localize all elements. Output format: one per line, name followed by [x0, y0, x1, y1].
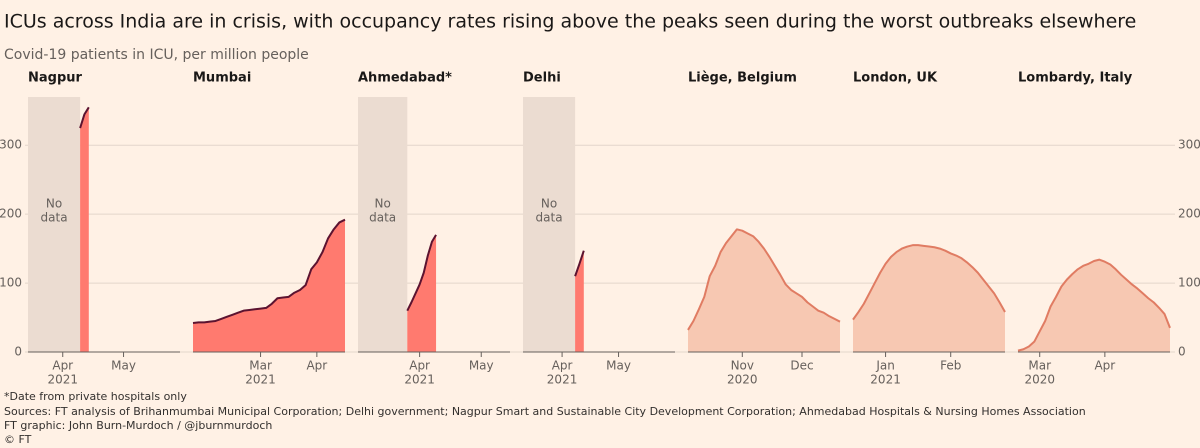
y-tick-label: 200: [0, 207, 22, 221]
panel-title: Delhi: [523, 71, 561, 86]
no-data-region: [523, 97, 576, 352]
x-tick-label: Apr: [306, 359, 327, 373]
y-tick-label: 300: [0, 138, 22, 152]
panel-title: Mumbai: [193, 71, 251, 86]
area: [80, 107, 89, 353]
footnote: *Date from private hospitals only: [4, 390, 187, 403]
line: [852, 244, 1006, 321]
panel-title: Ahmedabad*: [358, 71, 452, 86]
sources: Sources: FT analysis of Brihanmumbai Mun…: [4, 405, 1086, 418]
x-year-label: 2021: [245, 373, 276, 387]
no-data-region: [358, 97, 408, 352]
area: [407, 234, 437, 352]
x-tick-label: Dec: [790, 359, 813, 373]
line: [406, 234, 437, 312]
panel-title: Lombardy, Italy: [1018, 71, 1133, 86]
x-tick-label: Jan: [875, 359, 895, 373]
no-data-label: No: [541, 197, 557, 211]
x-year-label: 2020: [727, 373, 758, 387]
x-year-label: 2020: [1024, 373, 1055, 387]
y-tick-label-right: 100: [1178, 276, 1200, 290]
x-tick-label: May: [469, 359, 494, 373]
area: [575, 250, 584, 352]
line: [192, 218, 346, 325]
area: [1018, 259, 1170, 352]
chart-subtitle: Covid-19 patients in ICU, per million pe…: [4, 47, 309, 63]
chart-title: ICUs across India are in crisis, with oc…: [4, 11, 1136, 33]
panel-title: Liège, Belgium: [688, 71, 797, 86]
x-tick-label: Nov: [731, 359, 754, 373]
panel-title: Nagpur: [28, 71, 83, 86]
no-data-label: No: [46, 197, 62, 211]
y-tick-label-right: 200: [1178, 207, 1200, 221]
x-tick-label: May: [606, 359, 631, 373]
panel-title: London, UK: [853, 71, 938, 86]
x-tick-label: Mar: [249, 359, 272, 373]
x-year-label: 2021: [47, 373, 78, 387]
line: [79, 106, 90, 129]
no-data-region: [28, 97, 81, 352]
x-tick-label: Apr: [552, 359, 573, 373]
x-tick-label: Apr: [409, 359, 430, 373]
x-tick-label: Apr: [1094, 359, 1115, 373]
area: [688, 229, 840, 352]
area: [193, 219, 345, 352]
no-data-label: data: [41, 211, 68, 225]
line: [687, 228, 841, 331]
x-year-label: 2021: [547, 373, 578, 387]
y-tick-label: 100: [0, 276, 22, 290]
x-tick-label: May: [111, 359, 136, 373]
area: [853, 245, 1005, 352]
x-year-label: 2021: [870, 373, 901, 387]
no-data-label: data: [536, 211, 563, 225]
line: [1017, 258, 1171, 352]
x-tick-label: Feb: [940, 359, 961, 373]
x-tick-label: Mar: [1028, 359, 1051, 373]
x-year-label: 2021: [404, 373, 435, 387]
line: [574, 250, 585, 277]
x-tick-label: Apr: [52, 359, 73, 373]
y-tick-label-right: 0: [1178, 345, 1186, 359]
y-tick-label: 0: [14, 345, 22, 359]
no-data-label: No: [374, 197, 390, 211]
credit: FT graphic: John Burn-Murdoch / @jburnmu…: [4, 419, 272, 432]
y-tick-label-right: 300: [1178, 138, 1200, 152]
copyright: © FT: [4, 433, 32, 446]
no-data-label: data: [369, 211, 396, 225]
